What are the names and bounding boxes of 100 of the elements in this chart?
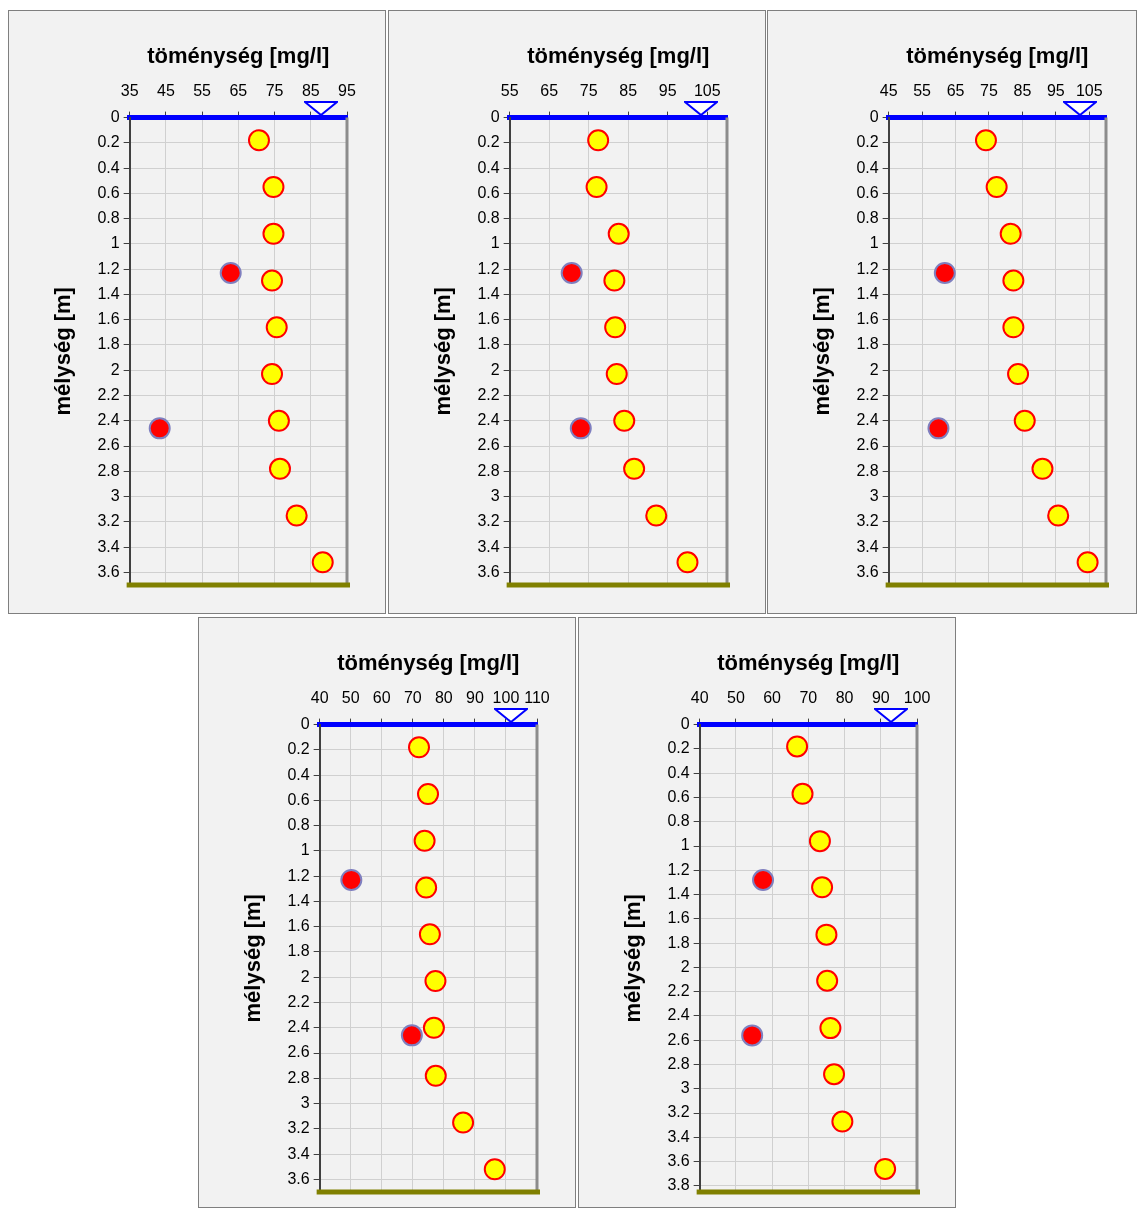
point (999, 222, 1022, 245)
x-tick-label: 50 (341, 689, 360, 707)
point (1002, 269, 1025, 292)
y-tick-label: 2.6 (97, 436, 120, 454)
point (452, 1111, 475, 1134)
point (645, 504, 668, 527)
x-tick-label: 75 (579, 82, 598, 100)
y-tick-label: 1.8 (97, 335, 120, 353)
point (786, 735, 809, 758)
y-tick-label: 3.6 (97, 562, 120, 580)
y-tick-label: 2.6 (667, 1030, 690, 1048)
x-tick-label: 45 (879, 82, 898, 100)
y-tick-label: 3.6 (667, 1152, 690, 1170)
point (1007, 363, 1030, 386)
x-tick-label: 80 (434, 689, 453, 707)
x-tick-label: 40 (690, 689, 709, 707)
y-tick-label: 1 (869, 234, 879, 252)
x-tick-label: 75 (980, 82, 998, 100)
point (741, 1024, 764, 1047)
point (816, 969, 839, 992)
x-tick-label: 80 (835, 689, 854, 707)
y-tick-label: 0.8 (856, 209, 879, 227)
y-tick-label: 1.6 (477, 310, 500, 328)
point (1076, 551, 1099, 574)
point (815, 923, 838, 946)
point (400, 1024, 423, 1047)
y-tick-label: 0.4 (856, 158, 879, 176)
y-tick-label: 2 (869, 360, 879, 378)
x-tick-label: 95 (338, 82, 356, 100)
y-tick-label: 1 (110, 234, 120, 252)
point (483, 1158, 506, 1181)
y-tick-label: 2.8 (477, 461, 500, 479)
x-tick-label: 65 (229, 82, 248, 100)
y-tick-label: 2 (490, 360, 500, 378)
x-tick-label: 65 (946, 82, 965, 100)
y-tick-label: 3.2 (97, 512, 120, 530)
y-tick-label: 0 (680, 715, 690, 733)
x-tick-label: 85 (301, 82, 320, 100)
point (1002, 316, 1025, 339)
y-tick-label: 1.6 (667, 909, 690, 927)
y-tick-label: 3.2 (667, 1103, 690, 1121)
y-tick-label: 2.6 (477, 436, 500, 454)
y-tick-label: 3.4 (97, 537, 120, 555)
x-axis-title: töménység [mg/l] (906, 43, 1089, 69)
y-tick-label: 3 (869, 486, 879, 504)
y-tick-label: 2.4 (667, 1006, 690, 1024)
x-axis-title: töménység [mg/l] (527, 43, 710, 69)
y-tick-label: 2.8 (856, 461, 879, 479)
x-tick-label: 65 (540, 82, 559, 100)
point (623, 457, 646, 480)
y-tick-label: 2.4 (477, 411, 500, 429)
x-tick-label: 70 (799, 689, 818, 707)
y-tick-label: 0 (490, 108, 500, 126)
point (415, 876, 438, 899)
y-tick-label: 2.4 (856, 411, 879, 429)
y-axis-title: mélység [m] (240, 894, 266, 1023)
x-tick-label: 95 (658, 82, 677, 100)
point (808, 830, 831, 853)
y-tick-label: 2 (680, 957, 690, 975)
point (1013, 409, 1036, 432)
point (261, 269, 284, 292)
point (424, 970, 447, 993)
y-axis-title: mélység [m] (809, 287, 835, 416)
y-tick-label: 3.4 (856, 537, 879, 555)
x-tick-label: 45 (156, 82, 175, 100)
point (831, 1110, 854, 1133)
y-tick-label: 1 (490, 234, 500, 252)
x-axis-title: töménység [mg/l] (337, 650, 520, 676)
y-tick-label: 3 (680, 1079, 690, 1097)
y-tick-label: 1.8 (477, 335, 500, 353)
x-tick-label: 85 (1013, 82, 1032, 100)
y-tick-label: 1.6 (287, 917, 310, 935)
x-axis-title: töménység [mg/l] (147, 43, 330, 69)
y-tick-label: 2.6 (287, 1043, 310, 1061)
y-tick-label: 2.2 (477, 385, 500, 403)
y-tick-label: 0.4 (477, 158, 500, 176)
y-tick-label: 1.2 (287, 866, 310, 884)
y-tick-label: 0.2 (477, 133, 500, 151)
point (418, 923, 441, 946)
y-tick-label: 0.6 (477, 183, 500, 201)
point (247, 129, 270, 152)
y-tick-label: 0.6 (97, 183, 120, 201)
y-tick-label: 3 (110, 486, 120, 504)
point (607, 222, 630, 245)
y-tick-label: 0 (300, 715, 310, 733)
y-tick-label: 3.6 (287, 1169, 310, 1187)
x-tick-label: 60 (763, 689, 782, 707)
point (676, 551, 699, 574)
point (413, 829, 436, 852)
y-tick-label: 1.8 (856, 335, 879, 353)
y-tick-label: 2.2 (97, 385, 120, 403)
y-tick-label: 0.8 (97, 209, 120, 227)
y-tick-label: 1.4 (667, 884, 690, 902)
y-tick-label: 2 (110, 360, 120, 378)
y-tick-label: 0.8 (667, 812, 690, 830)
y-tick-label: 0.2 (97, 133, 120, 151)
x-tick-label: 60 (372, 689, 391, 707)
x-tick-label: 95 (1046, 82, 1065, 100)
y-tick-label: 0 (869, 108, 879, 126)
point (819, 1017, 842, 1040)
